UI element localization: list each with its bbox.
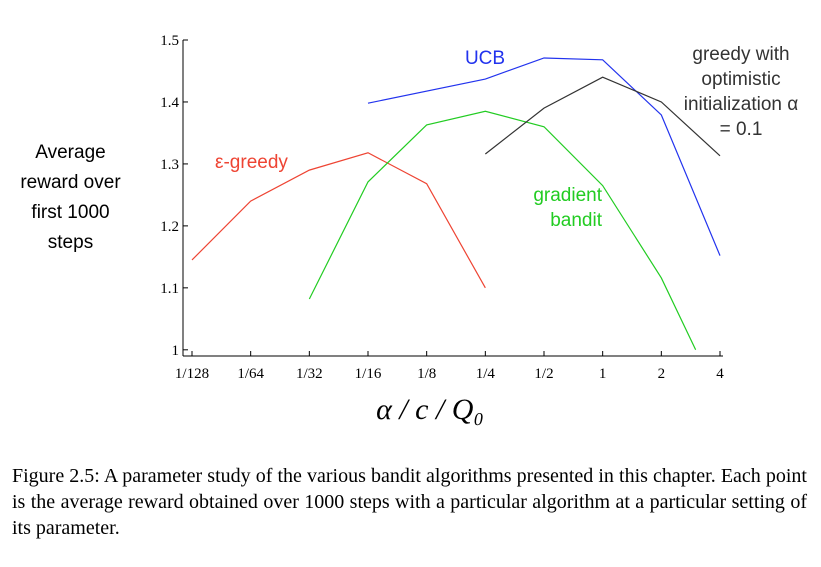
x-tick-label: 1/16 xyxy=(355,366,382,382)
x-tick-label: 1/32 xyxy=(296,366,323,382)
caption: Figure 2.5: A parameter study of the var… xyxy=(12,465,807,539)
x-tick-label: 1/4 xyxy=(476,366,496,382)
series-label: gradient bandit xyxy=(533,185,602,231)
y-tick-label: 1.1 xyxy=(160,281,179,297)
x-tick-label: 2 xyxy=(658,366,666,382)
series-label: UCB xyxy=(464,48,506,69)
series-line xyxy=(308,110,697,351)
x-tick-label: 4 xyxy=(716,366,724,382)
y-tick-label: 1 xyxy=(172,343,180,359)
x-tick-label: 1 xyxy=(599,366,607,382)
x-tick-label: 1/128 xyxy=(175,366,209,382)
x-tick-label: 1/64 xyxy=(237,366,264,382)
series-line xyxy=(191,152,486,289)
y-axis-label: Average reward over first 1000 steps xyxy=(20,142,121,253)
y-tick-label: 1.2 xyxy=(160,219,179,235)
series-label: ε-greedy xyxy=(215,152,288,173)
x-tick-label: 1/2 xyxy=(534,366,553,382)
y-tick-label: 1.4 xyxy=(160,95,179,111)
y-tick-label: 1.5 xyxy=(160,33,179,49)
series-line xyxy=(367,57,721,256)
series-label: greedy with optimistic initialization α … xyxy=(683,44,799,140)
y-tick-label: 1.3 xyxy=(160,157,179,173)
series-line xyxy=(484,76,721,157)
x-tick-label: 1/8 xyxy=(417,366,436,382)
x-axis-label: α / c / Q₀ xyxy=(376,393,484,426)
